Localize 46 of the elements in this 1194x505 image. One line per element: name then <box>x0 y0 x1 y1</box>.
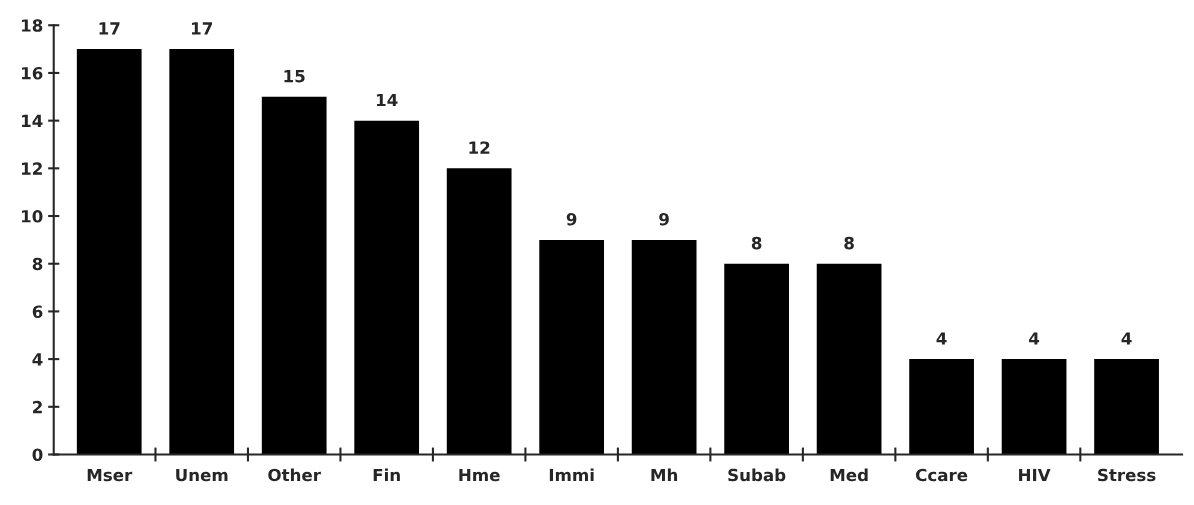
data-label: 4 <box>1121 332 1132 345</box>
x-tick-label: Subab <box>728 468 786 482</box>
y-tick-label: 4 <box>32 353 43 366</box>
x-tick-label: Med <box>830 468 868 482</box>
data-label: 4 <box>1029 332 1040 345</box>
bar <box>169 49 235 455</box>
y-tick-label: 0 <box>32 448 43 462</box>
y-tick-label: 16 <box>22 66 43 80</box>
x-tick-label: Fin <box>373 468 400 482</box>
data-label: 15 <box>284 70 305 83</box>
bar <box>446 168 512 455</box>
x-tick-label: HIV <box>1019 468 1051 482</box>
y-tick-label: 18 <box>22 19 43 32</box>
data-label: 9 <box>659 212 669 226</box>
data-label: 8 <box>844 236 854 250</box>
data-label: 17 <box>99 22 120 35</box>
x-tick-label: Unem <box>176 468 228 482</box>
y-tick-label: 10 <box>22 209 43 223</box>
y-tick-label: 14 <box>22 114 43 127</box>
data-label: 4 <box>936 332 947 345</box>
x-tick-label: Mh <box>651 468 678 482</box>
bar <box>1094 359 1159 455</box>
bar <box>354 120 420 455</box>
x-tick-label: Stress <box>1098 468 1156 482</box>
y-tick-label: 12 <box>22 162 42 175</box>
data-label: 17 <box>191 22 212 35</box>
bar <box>909 359 974 455</box>
bar <box>724 263 789 455</box>
x-tick-label: Hme <box>459 468 500 482</box>
data-label: 14 <box>376 93 398 107</box>
y-tick-label: 8 <box>32 257 43 271</box>
bar <box>631 239 697 455</box>
data-label: 9 <box>566 212 577 226</box>
bar <box>76 49 142 455</box>
y-tick-label: 2 <box>33 400 42 414</box>
bar <box>539 239 605 455</box>
data-label: 12 <box>469 141 490 154</box>
bar <box>261 96 327 455</box>
y-tick-label: 6 <box>32 305 43 318</box>
data-label: 8 <box>751 236 762 250</box>
x-tick-label: Other <box>268 468 321 482</box>
x-tick-label: Mser <box>87 468 133 482</box>
bar <box>816 263 882 455</box>
x-tick-label: Ccare <box>915 468 968 482</box>
x-tick-label: Immi <box>549 468 594 482</box>
bar <box>1001 359 1067 455</box>
